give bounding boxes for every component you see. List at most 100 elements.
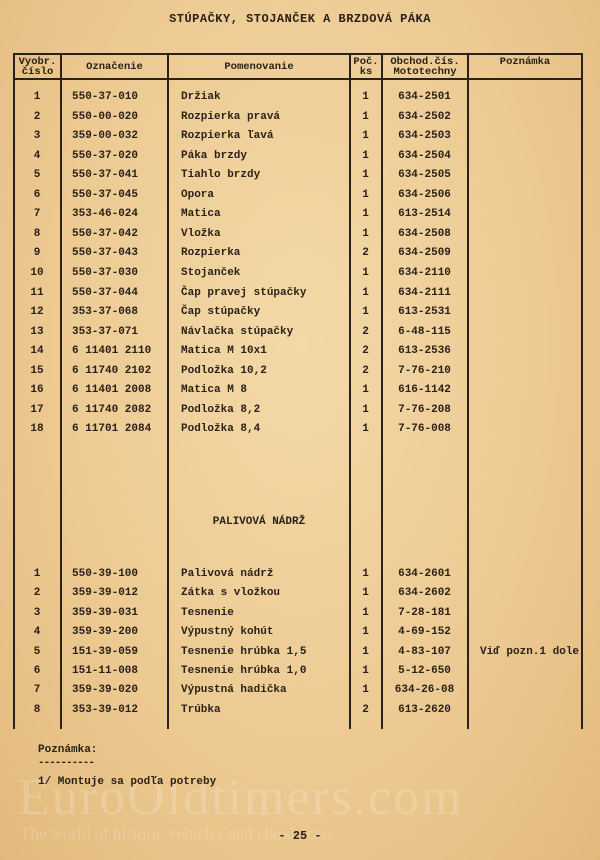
part-name: Podložka 10,2: [181, 364, 267, 377]
quantity: 2: [362, 247, 369, 260]
table-row: 6 550-37-045 Opora 1 634-2506: [0, 189, 600, 207]
item-number: 2: [33, 587, 41, 600]
table-row: 13 353-37-071 Návlačka stúpačky 2 6-48-115: [0, 326, 600, 344]
column-divider: [467, 53, 469, 729]
header-note: Poznámka: [499, 56, 551, 68]
trade-number: 634-2110: [398, 266, 451, 279]
part-name: Čap pravej stúpačky: [181, 286, 307, 299]
page-title: STÚPAČKY, STOJANČEK A BRZDOVÁ PÁKA: [169, 12, 431, 26]
table-row: 15 6 11740 2102 Podložka 10,2 2 7-76-210: [0, 365, 600, 383]
trade-number: 634-26-08: [394, 684, 455, 697]
header-bottom-border: [13, 78, 583, 80]
note: Viď pozn.1 dole: [480, 645, 580, 658]
part-code: 550-00-020: [72, 110, 139, 123]
part-code: 359-39-012: [72, 587, 139, 600]
part-code: 359-39-031: [72, 606, 139, 619]
part-name: Rozpierka: [181, 247, 241, 260]
trade-number: 634-2504: [398, 149, 451, 162]
part-code: 550-37-010: [72, 91, 139, 103]
trade-number: 613-2620: [398, 703, 451, 716]
table-row: 2 359-39-012 Zátka s vložkou 1 634-2602: [0, 587, 600, 605]
table-row: 8 353-39-012 Trúbka 2 613-2620: [0, 704, 600, 722]
quantity: 1: [362, 169, 369, 182]
quantity: 1: [362, 423, 369, 436]
trade-number: 634-2506: [398, 188, 451, 201]
part-name: Páka brzdy: [181, 149, 248, 162]
quantity: 1: [362, 684, 369, 697]
table-right-border: [581, 53, 583, 729]
item-number: 11: [30, 286, 44, 299]
item-number: 18: [30, 423, 44, 436]
item-number: 7: [33, 684, 41, 697]
header-no: Vyobr. číslo: [18, 55, 57, 78]
column-divider: [60, 53, 62, 729]
item-number: 10: [30, 266, 44, 279]
trade-number: 6-48-115: [398, 325, 451, 338]
header-name: Pomenovanie: [224, 60, 294, 73]
quantity: 1: [362, 384, 369, 397]
table-row: 7 353-46-024 Matica 1 613-2514: [0, 208, 600, 226]
header-code: Označenie: [86, 60, 143, 73]
quantity: 2: [362, 364, 369, 377]
part-name: Podložka 8,4: [181, 423, 261, 436]
item-number: 2: [33, 110, 41, 123]
item-number: 17: [30, 403, 44, 416]
part-code: 6 11401 2008: [72, 384, 152, 397]
footnote-heading: Poznámka:: [38, 744, 98, 756]
footnote-underline: ----------: [38, 757, 95, 769]
part-code: 359-00-032: [72, 130, 139, 143]
part-name: Opora: [181, 188, 215, 201]
part-code: 353-37-068: [72, 306, 139, 319]
trade-number: 634-2503: [398, 130, 451, 143]
part-code: 550-37-042: [72, 227, 139, 240]
trade-number: 7-76-208: [398, 403, 451, 416]
trade-number: 634-2501: [398, 91, 451, 103]
column-divider: [381, 53, 383, 729]
quantity: 1: [362, 266, 369, 279]
quantity: 1: [362, 227, 369, 240]
part-code: 353-39-012: [72, 703, 139, 716]
part-name: Tesnenie hrúbka 1,5: [181, 645, 307, 658]
item-number: 6: [33, 188, 41, 201]
watermark: EuroOldtimers.com: [18, 769, 464, 826]
trade-number: 634-2509: [398, 247, 451, 260]
part-name: Zátka s vložkou: [181, 587, 281, 600]
part-code: 6 11740 2102: [72, 364, 152, 377]
item-number: 16: [30, 384, 44, 397]
quantity: 1: [362, 130, 369, 143]
footnote-text: 1/ Montuje sa podľa potreby: [38, 776, 217, 788]
quantity: 2: [362, 325, 369, 338]
table-row: 9 550-37-043 Rozpierka 2 634-2509: [0, 247, 600, 265]
part-name: Tesnenie: [181, 606, 234, 619]
quantity: 1: [362, 665, 369, 677]
item-number: 5: [33, 169, 41, 182]
item-number: 7: [33, 208, 41, 221]
quantity: 2: [362, 345, 369, 358]
table-row: 1 550-39-100 Palivová nádrž 1 634-2601: [0, 568, 600, 586]
part-name: Držiak: [181, 91, 221, 103]
table-row: 3 359-00-032 Rozpierka ľavá 1 634-2503: [0, 130, 600, 148]
table-row: 5 151-39-059 Tesnenie hrúbka 1,5 1 4-83-107 V…: [0, 646, 600, 664]
part-name: Vložka: [181, 227, 221, 240]
trade-number: 634-2602: [398, 587, 451, 600]
part-code: 151-39-059: [72, 645, 139, 658]
trade-number: 634-2111: [398, 286, 451, 299]
part-code: 550-37-020: [72, 149, 139, 162]
trade-number: 7-76-210: [398, 364, 451, 377]
table-row: 5 550-37-041 Tiahlo brzdy 1 634-2505: [0, 169, 600, 187]
quantity: 1: [362, 286, 369, 299]
part-name: Palivová nádrž: [181, 568, 274, 580]
header-qty: Poč. ks: [353, 55, 379, 78]
item-number: 8: [33, 703, 41, 716]
item-number: 14: [30, 345, 44, 358]
header-trade: Obchod.čís. Mototechny: [390, 55, 460, 78]
part-name: Matica: [181, 208, 221, 221]
part-name: Matica M 10x1: [181, 345, 267, 358]
part-name: Rozpierka ľavá: [181, 130, 274, 143]
part-code: 151-11-008: [72, 665, 139, 677]
table-row: 4 359-39-200 Výpustný kohút 1 4-69-152: [0, 626, 600, 644]
table-row: 16 6 11401 2008 Matica M 8 1 616-1142: [0, 384, 600, 402]
quantity: 1: [362, 645, 369, 658]
part-code: 550-37-045: [72, 188, 139, 201]
trade-number: 634-2508: [398, 227, 451, 240]
